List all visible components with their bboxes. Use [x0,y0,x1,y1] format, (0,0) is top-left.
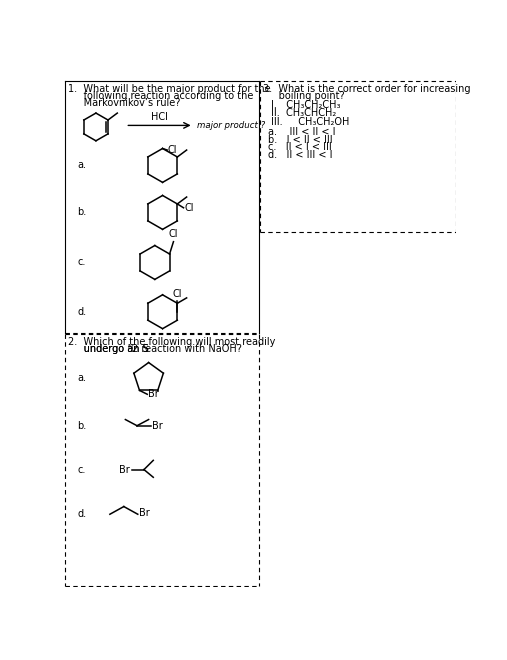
Text: 1.  What will be the major product for the: 1. What will be the major product for th… [68,84,271,94]
Text: N: N [128,344,133,350]
Text: undergo an S: undergo an S [68,344,149,354]
Text: b.   I < II < III: b. I < II < III [268,135,333,145]
Text: b.: b. [78,207,87,217]
Text: a.    III < II < I: a. III < II < I [268,127,336,137]
Text: b.: b. [78,420,87,431]
Text: d.: d. [78,307,87,317]
Text: a.: a. [78,160,86,170]
Text: major product ?: major product ? [197,121,265,130]
Text: c.   II < I < III: c. II < I < III [268,143,332,152]
Text: Cl: Cl [185,203,194,213]
Text: I.   CH₃CH₂CH₃: I. CH₃CH₂CH₃ [271,100,341,110]
Text: Cl: Cl [169,230,178,240]
Text: 2.  Which of the following will most readily: 2. Which of the following will most read… [68,337,275,347]
Text: a.: a. [78,373,86,383]
Text: d.   II < III < I: d. II < III < I [268,150,333,160]
Text: d.: d. [78,510,87,519]
Text: Br: Br [119,465,130,475]
Text: following reaction according to the: following reaction according to the [68,91,254,101]
Text: Br: Br [152,420,162,431]
Text: Br: Br [138,508,149,519]
Text: c.: c. [78,257,86,267]
Text: Cl: Cl [172,290,182,300]
Text: c.: c. [78,465,86,475]
Text: II.  CH₃CHCH₂: II. CH₃CHCH₂ [271,108,336,118]
Text: Markovnikov’s rule?: Markovnikov’s rule? [68,98,180,108]
Text: HCl: HCl [151,112,168,122]
Text: boiling point?: boiling point? [263,91,345,101]
Text: undergo an S: undergo an S [68,344,149,354]
Text: Br: Br [148,389,159,399]
Text: III.     CH₃CH₂OH: III. CH₃CH₂OH [271,117,349,127]
Text: 3.  What is the correct order for increasing: 3. What is the correct order for increas… [263,84,471,94]
Text: 2 reaction with NaOH?: 2 reaction with NaOH? [132,344,242,354]
Text: Cl: Cl [168,145,177,155]
